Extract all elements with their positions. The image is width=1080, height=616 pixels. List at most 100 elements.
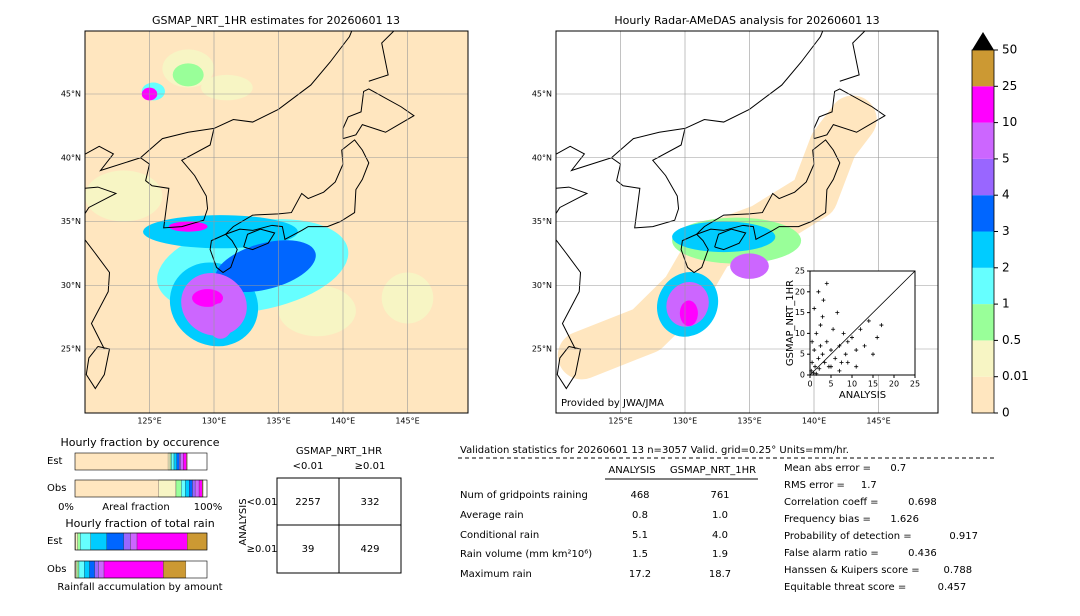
stat-value: 17.2 (629, 569, 651, 580)
point (812, 348, 817, 353)
score-name: Mean abs error = (784, 463, 871, 474)
point (858, 327, 863, 332)
fraction-segment (198, 479, 203, 498)
y-tick-label: 5 (800, 350, 805, 359)
stat-value: 18.7 (709, 569, 731, 580)
fraction-segment (106, 532, 124, 551)
stat-name: Maximum rain (460, 569, 532, 580)
axis-right: 100% (194, 502, 223, 513)
colorbar-segment (972, 158, 994, 196)
fraction-segment (75, 533, 76, 550)
point (879, 323, 884, 328)
point (816, 289, 821, 294)
stat-value: 468 (630, 490, 649, 501)
point (814, 331, 819, 336)
coastline (714, 228, 747, 251)
total-rain-footer: Rainfall accumulation by amount (57, 582, 222, 593)
fraction-segment (84, 560, 90, 579)
score-name: Probability of detection = (784, 531, 912, 542)
point (845, 339, 850, 344)
score-value: 1.7 (861, 480, 877, 491)
lat-label: 45°N (532, 90, 552, 99)
point (811, 370, 816, 375)
fraction-segment (98, 560, 105, 579)
point (841, 331, 846, 336)
coastline (342, 88, 415, 140)
score-name: Equitable threat score = (784, 582, 906, 593)
fraction-segment (94, 560, 99, 579)
colorbar-label: 0 (1002, 406, 1010, 420)
validation-header: Validation statistics for 20260601 13 n=… (460, 445, 849, 456)
fraction-segment (202, 479, 204, 498)
fraction-segment (185, 479, 190, 498)
point (816, 356, 821, 361)
lat-label: 40°N (61, 153, 81, 162)
point (843, 352, 848, 357)
score-value: 0.917 (949, 531, 978, 542)
fraction-segment (89, 560, 95, 579)
point (814, 371, 819, 376)
fraction-segment (158, 479, 177, 498)
lat-label: 35°N (532, 217, 552, 226)
cell: 2257 (295, 497, 320, 508)
total-rain-title: Hourly fraction of total rain (65, 517, 214, 530)
fraction-segment (90, 532, 107, 551)
cell: 429 (360, 544, 379, 555)
colorbar-segment (972, 86, 994, 123)
bar-frame (74, 452, 208, 471)
rain-area (85, 170, 163, 222)
score-name: RMS error = (784, 480, 845, 491)
rain-area (201, 74, 253, 101)
point (871, 352, 875, 357)
stat-value: 5.1 (632, 530, 648, 541)
row-title: ANALYSIS (238, 498, 249, 545)
stat-name: Average rain (460, 510, 524, 521)
colorbar-segment (972, 304, 994, 341)
lon-label: 145°E (395, 417, 419, 426)
point (831, 327, 836, 332)
credit: Provided by JWA/JMA (561, 398, 664, 409)
left-map-frame (84, 30, 469, 414)
fraction-segment (187, 532, 208, 551)
diagonal (809, 270, 916, 376)
fraction-segment (75, 532, 78, 551)
fraction-segment (163, 560, 187, 579)
point (821, 298, 826, 303)
fraction-segment (179, 452, 181, 471)
y-tick-label: 0 (800, 371, 805, 380)
colorbar-segment (972, 50, 994, 87)
score-name: Frequency bias = (784, 514, 871, 525)
fraction-segment (180, 452, 184, 471)
coastline (680, 233, 709, 274)
fraction-segment (136, 532, 188, 551)
coastline (556, 145, 612, 350)
colorbar-segment (972, 195, 994, 232)
coastline (140, 127, 215, 159)
coastline (213, 31, 353, 129)
rain-area (679, 300, 698, 327)
fraction-segment (192, 479, 196, 498)
coastline (368, 31, 395, 82)
y-tick-label: 20 (795, 287, 805, 296)
stat-name: Num of gridpoints raining (460, 490, 588, 501)
occurrence-title: Hourly fraction by occurence (61, 436, 220, 449)
fraction-segment (169, 452, 172, 471)
coastline (209, 233, 238, 274)
row-head: ≥0.01 (247, 544, 278, 555)
lat-label: 40°N (532, 153, 552, 162)
lon-label: 140°E (802, 417, 826, 426)
point (812, 306, 817, 311)
colorbar-segment (972, 231, 994, 268)
cell: 332 (360, 497, 379, 508)
lon-label: 130°E (673, 417, 697, 426)
lon-label: 135°E (266, 417, 290, 426)
point (820, 314, 825, 319)
colorbar-segment (972, 267, 994, 305)
score-value: 0.698 (908, 497, 937, 508)
x-tick-label: 15 (868, 380, 878, 389)
fraction-segment (173, 452, 177, 471)
coastline (684, 31, 824, 129)
x-tick-label: 5 (828, 380, 833, 389)
stat-name: Rain volume (mm km²10⁶) (460, 549, 592, 560)
